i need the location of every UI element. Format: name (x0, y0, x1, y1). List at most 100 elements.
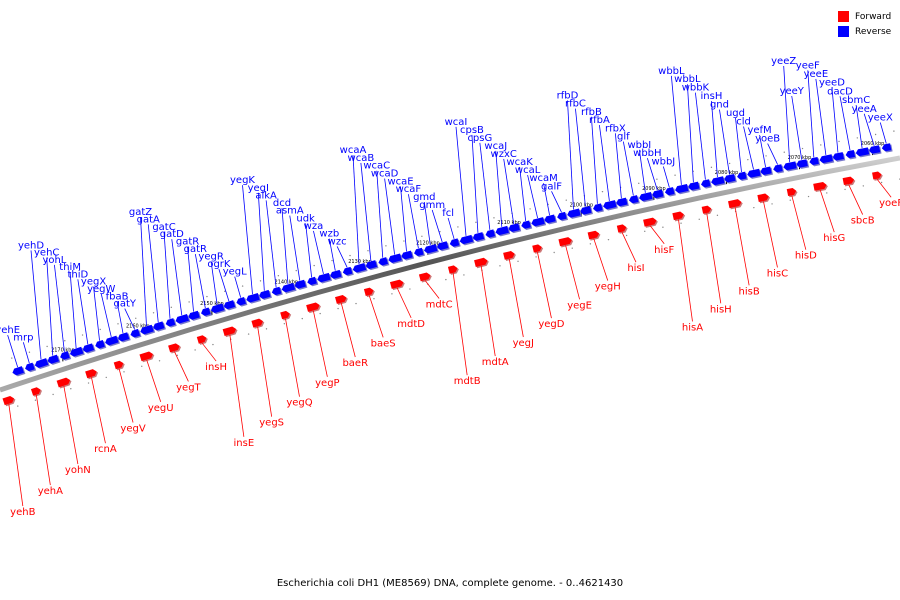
gene-leader-line (77, 279, 89, 345)
gene-leader-line (424, 280, 440, 299)
gene-arrow (2, 395, 16, 407)
gene-yeeZ: yeeZ (771, 56, 799, 172)
gene-arrow (246, 293, 262, 304)
gene-label: sbcB (851, 216, 875, 227)
minor-tick-dot (123, 371, 125, 373)
gene-label: gatR (176, 237, 199, 248)
gene-label: glf (617, 132, 630, 143)
gene-yegU: yegU (139, 351, 174, 414)
minor-tick-dot (445, 278, 447, 281)
scale-tick-label: 2140 kbp (275, 279, 299, 285)
gene-gatA: gatA (137, 214, 166, 332)
gene-label: cpsG (467, 133, 492, 144)
minor-tick-dot (789, 199, 791, 201)
gene-label: wcaD (371, 169, 399, 180)
minor-tick-dot (135, 317, 137, 319)
gene-leader-line (734, 207, 750, 286)
scale-tick-label: 2170 kbp (51, 347, 75, 353)
gene-leader-line (35, 394, 51, 486)
gene-label: ugd (726, 108, 745, 119)
gene-wbbJ: wbbJ (651, 156, 676, 197)
gene-arrow (82, 343, 96, 354)
gene-label: hisA (682, 322, 703, 333)
minor-tick-dot (152, 312, 155, 314)
minor-tick-dot (820, 144, 822, 146)
gene-leader-line (591, 116, 598, 204)
gene-label: yoeF (879, 198, 900, 209)
gene-gatZ: gatZ (129, 207, 156, 336)
gene-rfbB: rfbB (581, 107, 604, 213)
gene-label: yeeF (796, 60, 820, 71)
gene-leader-line (30, 250, 42, 360)
minor-tick-dot (601, 190, 604, 193)
gene-leader-line (759, 134, 766, 168)
gene-arrow (281, 282, 297, 294)
gene-leader-line (8, 404, 24, 507)
gene-yoeF: yoeF (872, 171, 900, 209)
gene-arrow (251, 318, 265, 329)
gene-leader-line (537, 252, 552, 319)
gene-arrow (12, 366, 26, 377)
gene-arrow (796, 159, 810, 169)
minor-tick-dot (141, 365, 143, 367)
gene-arrow (236, 297, 248, 307)
gene-leader-line (567, 100, 574, 210)
minor-tick-dot (206, 295, 208, 298)
gene-arrow (401, 250, 415, 261)
gene-yeeE: yeeE (804, 69, 835, 165)
gene-arrow (210, 303, 226, 315)
gene-leader-line (124, 308, 136, 330)
gene-arrow (436, 241, 450, 252)
gene-gatR: gatR (176, 237, 202, 321)
gene-wbbK: wbbK (682, 83, 712, 189)
gene-yoeB: yoeB (755, 134, 785, 174)
gene-hisG: hisG (813, 181, 845, 244)
gene-arrow (25, 362, 37, 373)
gene-leader-line (831, 87, 839, 153)
minor-tick-dot (644, 230, 646, 233)
gene-label: wbbL (658, 66, 685, 77)
gene-galF: galF (541, 181, 569, 222)
gene-leader-line (508, 258, 524, 338)
gene-arrow (196, 335, 208, 345)
gene-arrow (388, 253, 404, 265)
gene-arrow (113, 360, 125, 371)
gene-label: yeeX (868, 113, 893, 124)
gene-wcaC: wcaC (363, 161, 390, 267)
minor-tick-dot (844, 188, 846, 191)
minor-tick-dot (463, 274, 465, 276)
gene-arrow (474, 257, 489, 269)
minor-tick-dot (874, 133, 877, 136)
gene-label: yegD (538, 319, 564, 330)
minor-tick-dot (158, 360, 161, 362)
gene-rfbD: rfbD (557, 90, 582, 219)
minor-tick-dot (46, 345, 48, 348)
gene-leader-line (719, 109, 730, 175)
gene-cpsB: cpsB (460, 125, 486, 243)
gene-label: wbbK (682, 83, 710, 94)
gene-label: wbbH (633, 148, 661, 159)
minor-tick-dot (771, 203, 773, 205)
gene-label: fcl (442, 208, 454, 219)
gene-alkA: alkA (255, 190, 283, 297)
gene-leader-line (575, 108, 586, 207)
gene-wcaA: wcaA (340, 145, 368, 274)
gene-leader-line (218, 268, 230, 302)
minor-tick-dot (553, 251, 555, 254)
gene-yegP: yegP (306, 302, 340, 389)
gene-yegR: yegR (198, 252, 226, 315)
gene-yegE: yegE (558, 237, 592, 311)
minor-tick-dot (52, 393, 54, 396)
gene-label: yegJ (513, 338, 534, 349)
legend-forward-label: Forward (855, 11, 892, 22)
gene-label: cld (736, 116, 751, 127)
gene-arrow (56, 377, 72, 389)
gene-arrow (69, 346, 85, 358)
gene-arrow (587, 230, 601, 241)
gene-wbbH: wbbH (633, 148, 665, 200)
gene-label: cpsB (460, 125, 484, 136)
minor-tick-dot (571, 247, 573, 249)
minor-tick-dot (880, 181, 883, 184)
gene-label: yegV (120, 424, 145, 435)
gene-yegQ: yegQ (280, 310, 313, 409)
